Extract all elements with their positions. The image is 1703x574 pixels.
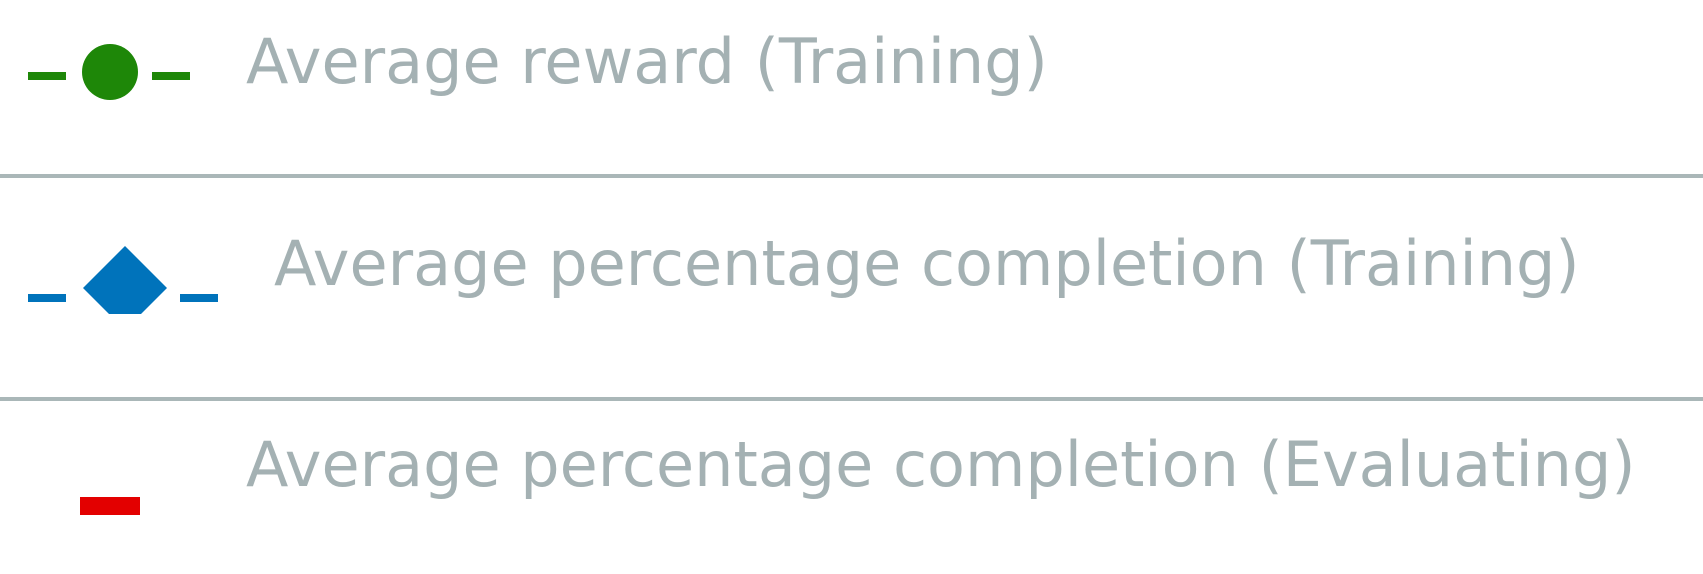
legend-marker-diamond [28, 246, 218, 314]
legend-dash-left [28, 72, 66, 80]
legend-label: Average percentage completion (Evaluatin… [246, 428, 1636, 501]
legend-divider [0, 174, 1703, 178]
legend-item-average-percentage-completion-evaluating: Average percentage completion (Evaluatin… [0, 415, 1703, 515]
legend-marker-circle [28, 44, 190, 100]
legend-dash-left [28, 294, 66, 302]
legend-dash-right [180, 294, 218, 302]
square-marker-icon [80, 497, 140, 515]
legend-label: Average percentage completion (Training) [274, 227, 1580, 300]
legend-marker-square [80, 497, 140, 515]
circle-marker-icon [82, 44, 138, 100]
legend-dash-right [152, 72, 190, 80]
legend-divider [0, 397, 1703, 401]
diamond-marker-icon [83, 246, 167, 314]
legend-label: Average reward (Training) [246, 25, 1048, 98]
legend-item-average-percentage-completion-training: Average percentage completion (Training) [0, 214, 1703, 314]
legend-item-average-reward-training: Average reward (Training) [0, 12, 1703, 112]
